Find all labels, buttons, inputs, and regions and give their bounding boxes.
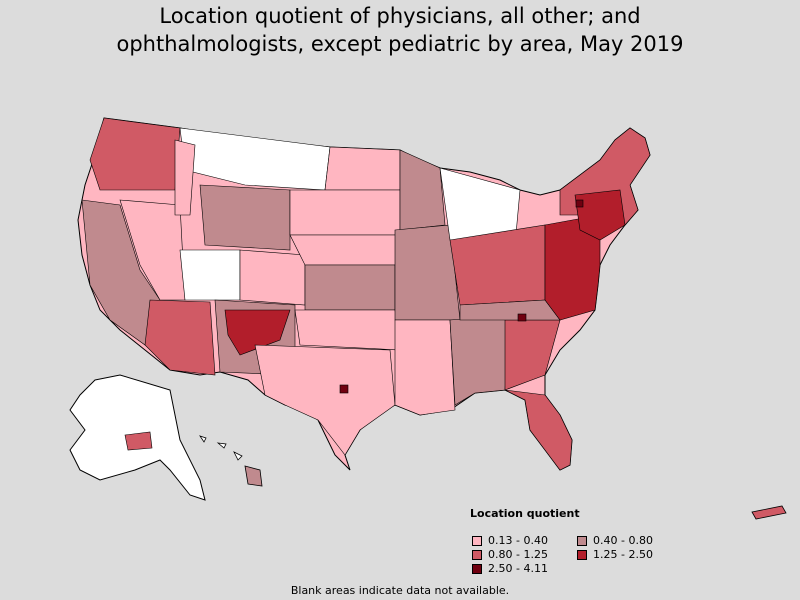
legend-item-4: 2.50 - 4.11 xyxy=(472,562,548,575)
area-dark-1 xyxy=(339,384,349,394)
legend-swatch xyxy=(472,535,482,546)
region-nebraska xyxy=(289,234,401,266)
legend-swatch xyxy=(577,549,587,560)
map-title-line-2: ophthalmologists, except pediatric by ar… xyxy=(116,32,684,56)
region-kansas xyxy=(304,264,396,311)
highest-lq-areas xyxy=(339,199,584,394)
legend-label: 0.13 - 0.40 xyxy=(488,534,548,547)
region-fills xyxy=(81,117,651,471)
region-pacific-northwest xyxy=(89,117,181,191)
region-south-dakota xyxy=(289,189,401,236)
region-wyoming xyxy=(199,184,291,251)
legend-title: Location quotient xyxy=(470,507,580,520)
legend-swatch xyxy=(472,549,482,560)
region-oklahoma xyxy=(294,309,401,351)
region-mississippi-alabama xyxy=(449,314,511,406)
map-title-line-1: Location quotient of physicians, all oth… xyxy=(159,4,641,28)
region-appalachia xyxy=(459,299,561,321)
legend-item-2: 0.80 - 1.25 xyxy=(472,548,548,561)
region-nevada xyxy=(119,199,186,301)
legend-swatch xyxy=(577,535,587,546)
region-idaho xyxy=(174,139,196,216)
region-arizona xyxy=(144,299,216,376)
hawaii xyxy=(199,435,263,487)
region-northeast-core xyxy=(574,189,626,241)
map-title: Location quotient of physicians, all oth… xyxy=(0,2,800,58)
puerto-rico xyxy=(751,505,787,520)
legend-label: 1.25 - 2.50 xyxy=(593,548,653,561)
region-florida xyxy=(504,389,573,471)
legend-item-0: 0.13 - 0.40 xyxy=(472,534,548,547)
legend: Location quotient 0.13 - 0.40 0.40 - 0.8… xyxy=(470,507,700,577)
alaska-region-shaded xyxy=(124,431,153,451)
legend-item-1: 0.40 - 0.80 xyxy=(577,534,653,547)
region-north-dakota xyxy=(324,146,401,191)
region-utah xyxy=(179,249,241,301)
footnote: Blank areas indicate data not available. xyxy=(290,584,510,597)
area-dark-3 xyxy=(575,199,584,208)
legend-item-3: 1.25 - 2.50 xyxy=(577,548,653,561)
region-colorado xyxy=(239,249,306,306)
legend-swatch xyxy=(472,563,482,574)
region-minnesota xyxy=(399,149,446,231)
legend-label: 2.50 - 4.11 xyxy=(488,562,548,575)
legend-label: 0.80 - 1.25 xyxy=(488,548,548,561)
area-dark-2 xyxy=(517,313,527,322)
region-texas xyxy=(254,344,396,456)
region-arkansas-louisiana xyxy=(394,319,456,416)
legend-label: 0.40 - 0.80 xyxy=(593,534,653,547)
